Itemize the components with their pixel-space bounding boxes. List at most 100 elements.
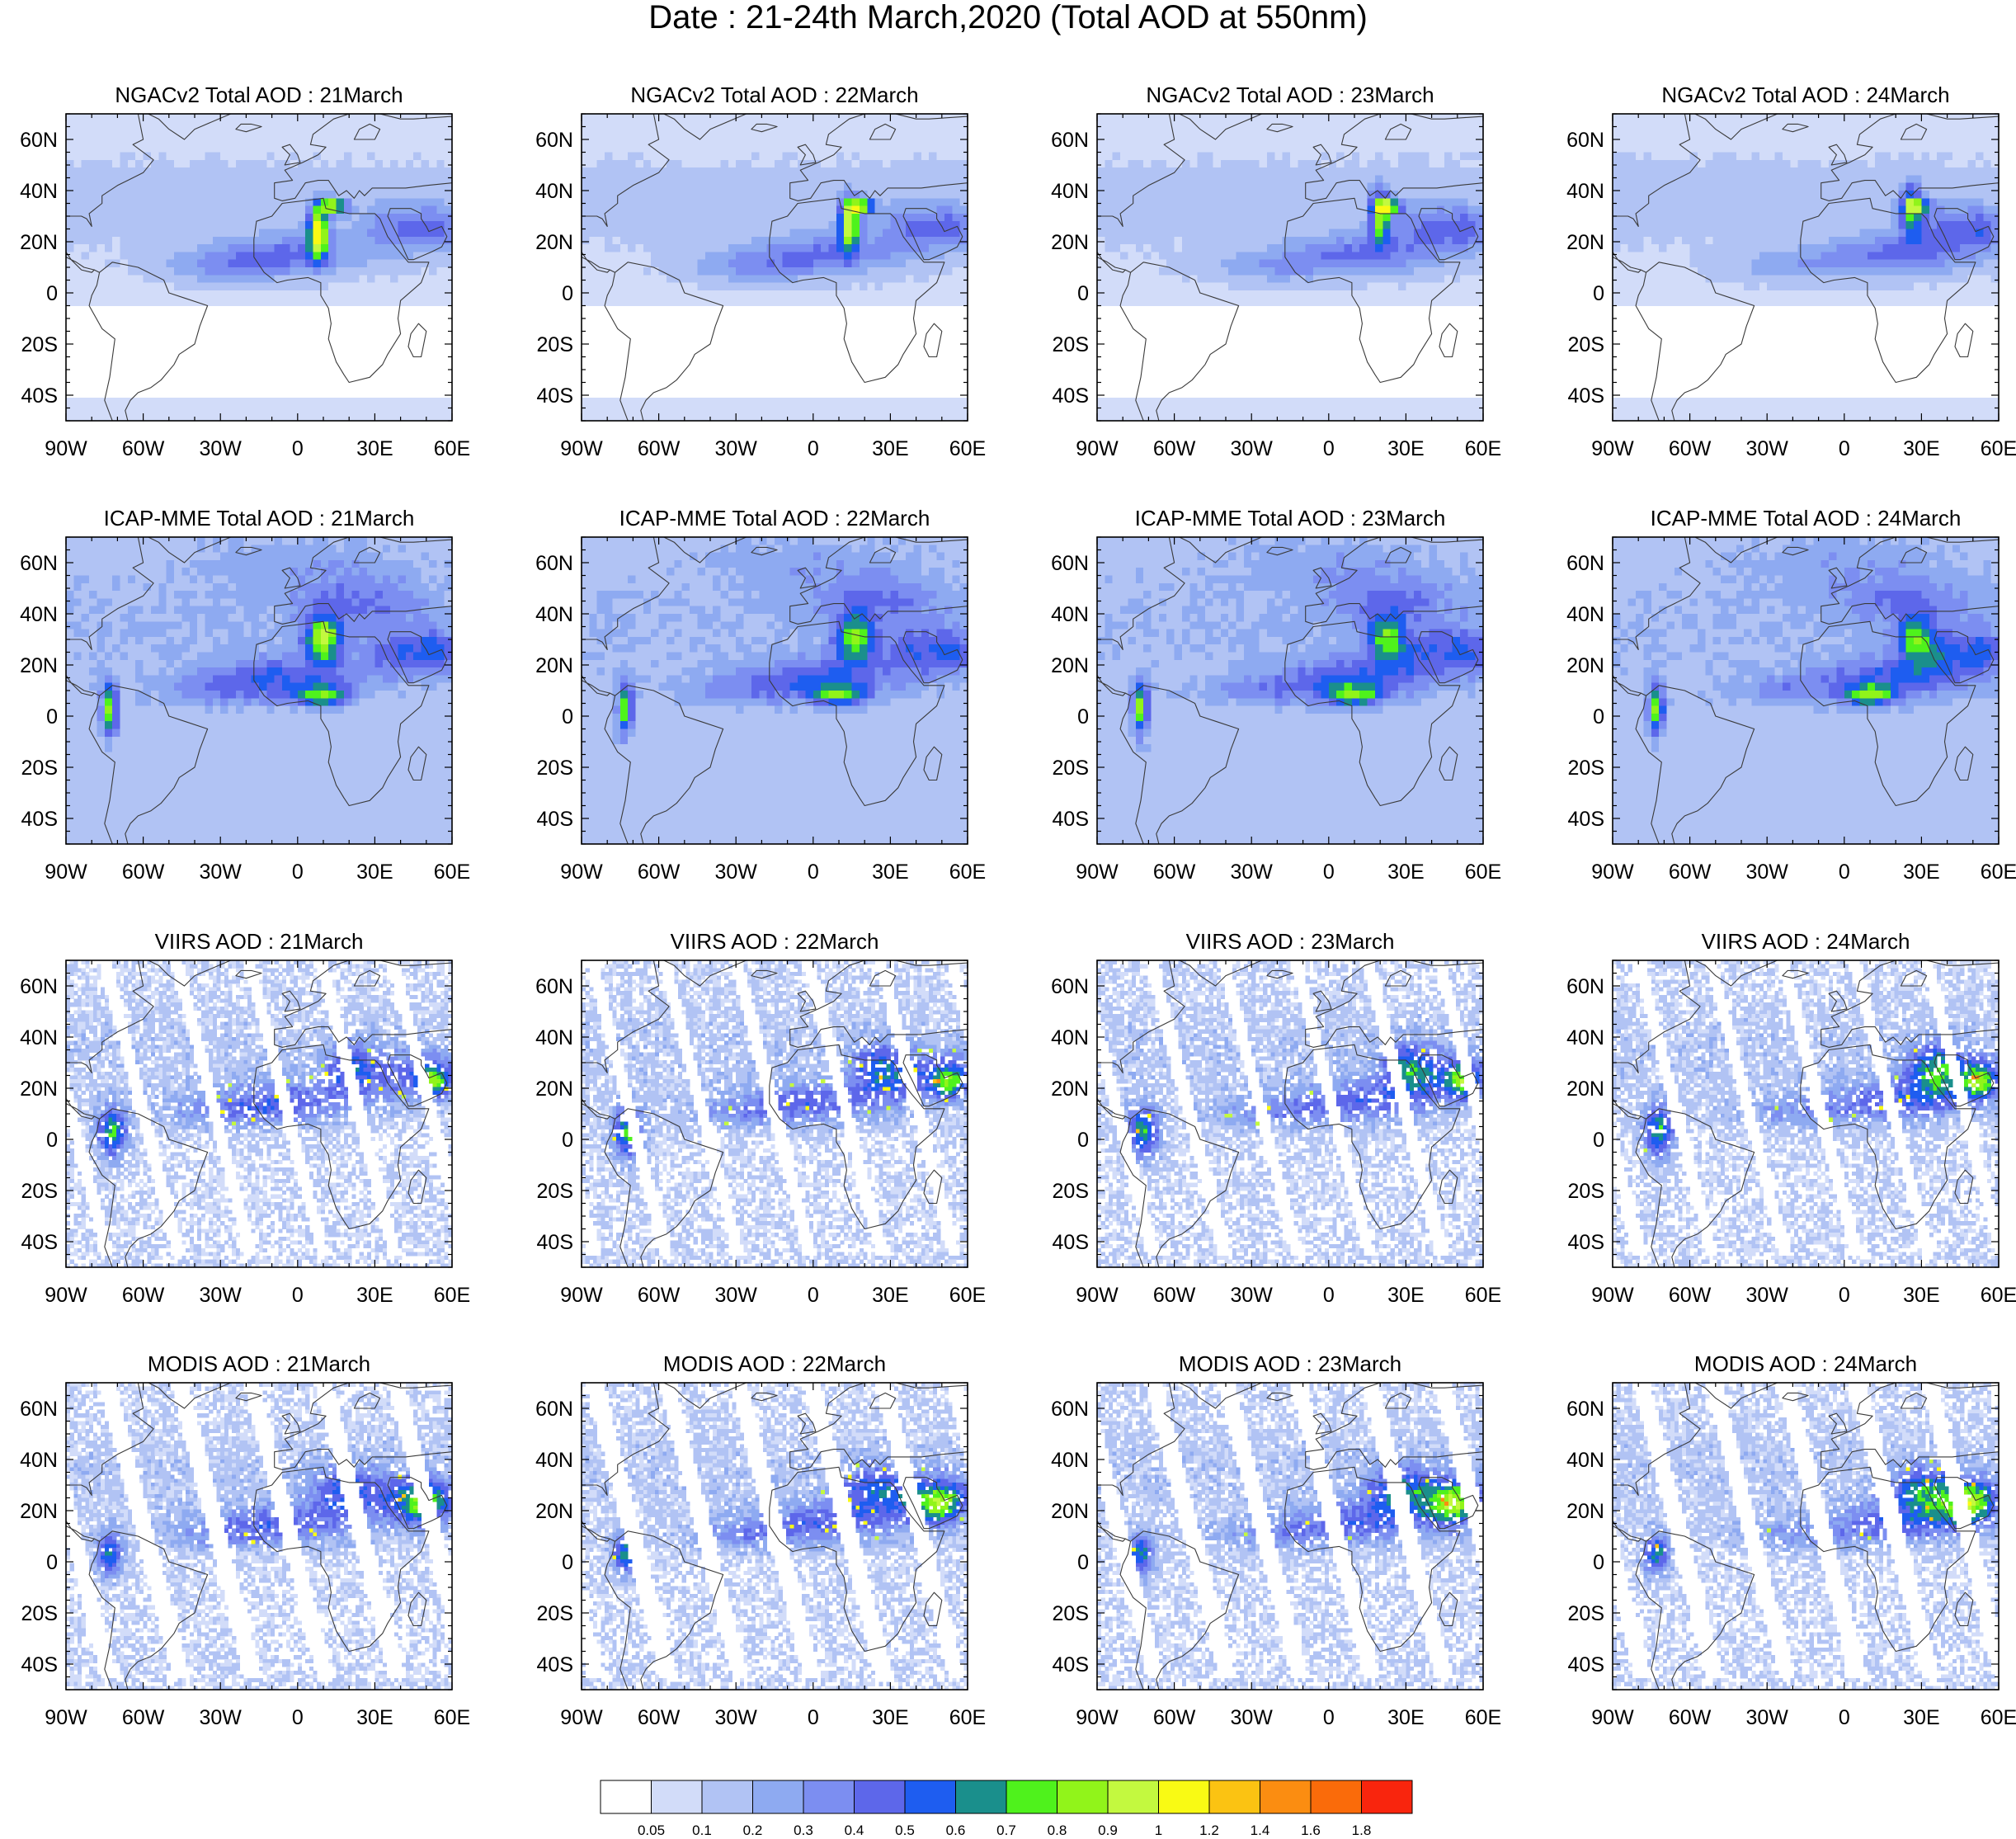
aod-cell bbox=[959, 229, 968, 238]
aod-cell bbox=[81, 198, 90, 206]
aod-cell bbox=[143, 121, 152, 130]
aod-cell bbox=[1243, 236, 1252, 245]
aod-cell bbox=[320, 182, 329, 191]
aod-cell bbox=[1421, 275, 1430, 283]
aod-cell bbox=[1937, 144, 1945, 153]
aod-cell bbox=[382, 290, 391, 299]
aod-cell bbox=[1736, 152, 1745, 161]
aod-cell bbox=[166, 144, 175, 153]
aod-cell bbox=[828, 198, 837, 206]
aod-cell bbox=[436, 114, 445, 122]
aod-cell bbox=[690, 252, 698, 261]
aod-cell bbox=[589, 136, 598, 145]
aod-cell bbox=[667, 175, 675, 184]
aod-cell bbox=[1305, 405, 1314, 414]
aod-cell bbox=[320, 229, 329, 238]
aod-cell bbox=[390, 136, 398, 145]
aod-cell bbox=[1351, 229, 1360, 238]
aod-cell bbox=[1467, 129, 1477, 138]
aod-cell bbox=[382, 405, 391, 414]
aod-cell bbox=[589, 159, 598, 168]
aod-cell bbox=[1844, 159, 1853, 168]
aod-cell bbox=[1166, 159, 1175, 168]
aod-cell bbox=[305, 413, 313, 421]
aod-cell bbox=[1228, 114, 1236, 122]
aod-cell bbox=[667, 221, 675, 229]
aod-cell bbox=[351, 114, 360, 122]
aod-cell bbox=[1790, 152, 1799, 161]
aod-cell bbox=[282, 298, 290, 306]
aod-cell bbox=[166, 267, 175, 276]
aod-cell bbox=[582, 159, 590, 168]
aod-cell bbox=[1174, 136, 1183, 145]
aod-cell bbox=[1436, 398, 1445, 406]
aod-cell bbox=[97, 221, 106, 229]
aod-cell bbox=[1797, 152, 1806, 161]
aod-cell bbox=[290, 221, 299, 229]
aod-cell bbox=[297, 167, 306, 176]
aod-cell bbox=[836, 282, 845, 291]
aod-cell bbox=[751, 275, 760, 283]
aod-cell bbox=[1751, 114, 1760, 122]
aod-cell bbox=[1929, 121, 1938, 130]
aod-cell bbox=[1891, 159, 1899, 168]
aod-cell bbox=[751, 282, 760, 291]
aod-cell bbox=[1182, 121, 1190, 130]
aod-cell bbox=[390, 159, 398, 168]
aod-cell bbox=[1143, 405, 1152, 414]
aod-cell bbox=[651, 144, 659, 153]
aod-cell bbox=[713, 259, 721, 268]
aod-cell bbox=[197, 175, 205, 184]
aod-cell bbox=[1174, 144, 1183, 153]
aod-cell bbox=[1143, 298, 1152, 306]
aod-cell bbox=[867, 152, 876, 161]
aod-cell bbox=[1620, 114, 1629, 122]
aod-cell bbox=[336, 114, 345, 122]
aod-cell bbox=[1328, 405, 1337, 414]
aod-cell bbox=[1251, 175, 1260, 184]
aod-cell bbox=[874, 290, 883, 299]
aod-cell bbox=[1967, 144, 1976, 153]
aod-cell bbox=[297, 205, 306, 215]
aod-cell bbox=[952, 267, 961, 276]
aod-cell bbox=[1613, 114, 1621, 122]
aod-cell bbox=[66, 229, 74, 238]
aod-cell bbox=[305, 229, 313, 238]
aod-cell bbox=[1282, 175, 1291, 184]
aod-cell bbox=[374, 114, 384, 122]
aod-cell bbox=[158, 405, 167, 414]
aod-cell bbox=[1251, 152, 1260, 161]
aod-cell bbox=[1744, 159, 1752, 168]
aod-cell bbox=[166, 244, 175, 252]
aod-cell bbox=[1891, 167, 1899, 176]
aod-cell bbox=[789, 114, 798, 122]
aod-cell bbox=[798, 121, 806, 130]
aod-cell bbox=[336, 129, 345, 138]
aod-cell bbox=[906, 413, 914, 421]
aod-cell bbox=[1344, 205, 1353, 215]
aod-cell bbox=[921, 121, 930, 130]
aod-cell bbox=[596, 252, 605, 261]
aod-cell bbox=[589, 221, 598, 229]
aod-cell bbox=[104, 275, 113, 283]
aod-cell bbox=[390, 144, 398, 153]
aod-cell bbox=[704, 129, 714, 138]
aod-cell bbox=[643, 398, 652, 406]
aod-cell bbox=[589, 236, 598, 245]
aod-cell bbox=[1112, 252, 1121, 261]
aod-cell bbox=[251, 282, 260, 291]
aod-cell bbox=[874, 252, 883, 261]
aod-cell bbox=[798, 221, 806, 229]
aod-cell bbox=[351, 198, 360, 206]
aod-cell bbox=[398, 282, 407, 291]
aod-cell bbox=[220, 298, 228, 306]
aod-cell bbox=[936, 136, 945, 145]
aod-cell bbox=[189, 229, 198, 238]
aod-cell bbox=[104, 175, 113, 184]
aod-cell bbox=[1182, 413, 1190, 421]
aod-cell bbox=[1836, 144, 1845, 153]
aod-cell bbox=[313, 175, 322, 184]
aod-cell bbox=[1429, 252, 1438, 261]
aod-cell bbox=[582, 252, 590, 261]
aod-cell bbox=[228, 405, 237, 414]
